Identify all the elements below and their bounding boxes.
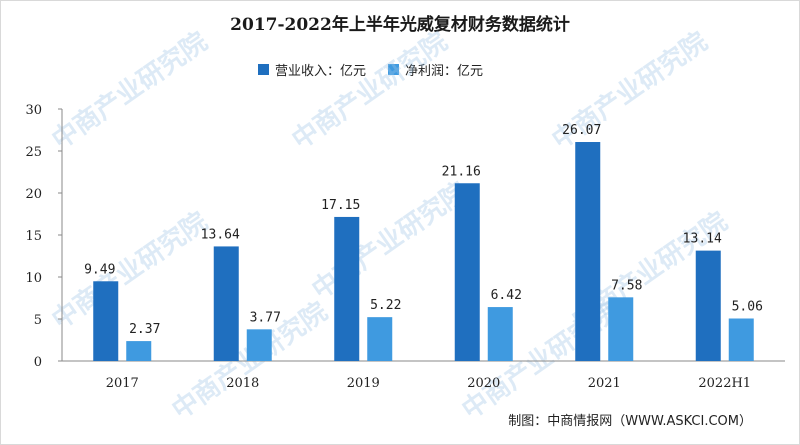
data-label-profit: 7.58 — [611, 278, 642, 293]
legend-label-revenue: 营业收入：亿元 — [275, 64, 367, 79]
y-tick-label: 5 — [34, 313, 42, 328]
legend-item-profit: 净利润：亿元 — [388, 60, 483, 79]
data-label-revenue: 26.07 — [562, 123, 601, 138]
data-label-revenue: 21.16 — [442, 164, 481, 179]
data-label-revenue: 13.14 — [683, 232, 722, 247]
bar-profit — [367, 317, 393, 361]
y-tick-label: 10 — [25, 271, 42, 286]
x-tick-label: 2020 — [467, 376, 500, 391]
watermark-text: 中商产业研究院 — [286, 26, 453, 156]
data-label-revenue: 13.64 — [201, 227, 240, 242]
legend-item-revenue: 营业收入：亿元 — [258, 60, 366, 79]
x-tick-label: 2018 — [226, 376, 259, 391]
legend-label-profit: 净利润：亿元 — [405, 64, 484, 79]
data-label-revenue: 9.49 — [84, 262, 115, 277]
bar-revenue — [93, 281, 119, 361]
y-tick-label: 30 — [25, 103, 42, 118]
source-note: 制图：中商情报网（WWW.ASKCI.COM） — [508, 414, 752, 429]
watermark-text: 中商产业研究院 — [46, 26, 213, 156]
data-label-profit: 2.37 — [129, 322, 160, 337]
data-label-profit: 5.22 — [370, 298, 401, 313]
watermark-text: 中商产业研究院 — [306, 176, 473, 306]
legend-swatch-profit — [388, 64, 400, 75]
bar-profit — [487, 307, 513, 361]
data-label-profit: 5.06 — [732, 299, 763, 314]
chart-title: 2017-2022年上半年光威复材财务数据统计 — [230, 15, 570, 35]
y-tick-label: 25 — [25, 145, 42, 160]
bar-profit — [246, 329, 272, 361]
legend: 营业收入：亿元 净利润：亿元 — [258, 60, 505, 79]
bar-revenue — [334, 216, 360, 361]
x-tick-label: 2019 — [347, 376, 380, 391]
bar-revenue — [695, 250, 721, 361]
bar-revenue — [454, 183, 480, 361]
bar-revenue — [213, 246, 239, 361]
y-tick-label: 20 — [25, 187, 42, 202]
watermark-text: 中商产业研究院 — [46, 206, 213, 336]
legend-swatch-revenue — [258, 64, 269, 75]
x-tick-label: 2017 — [106, 376, 139, 391]
bar-profit — [728, 318, 754, 361]
data-label-profit: 3.77 — [250, 310, 281, 325]
x-tick-label: 2021 — [588, 376, 621, 391]
x-tick-label: 2022H1 — [698, 376, 751, 391]
data-label-profit: 6.42 — [491, 288, 522, 303]
data-label-revenue: 17.15 — [321, 198, 360, 213]
bar-profit — [126, 341, 152, 361]
y-tick-label: 0 — [34, 355, 42, 370]
bar-profit — [608, 297, 634, 361]
y-tick-label: 15 — [25, 229, 42, 244]
bar-revenue — [575, 142, 601, 361]
